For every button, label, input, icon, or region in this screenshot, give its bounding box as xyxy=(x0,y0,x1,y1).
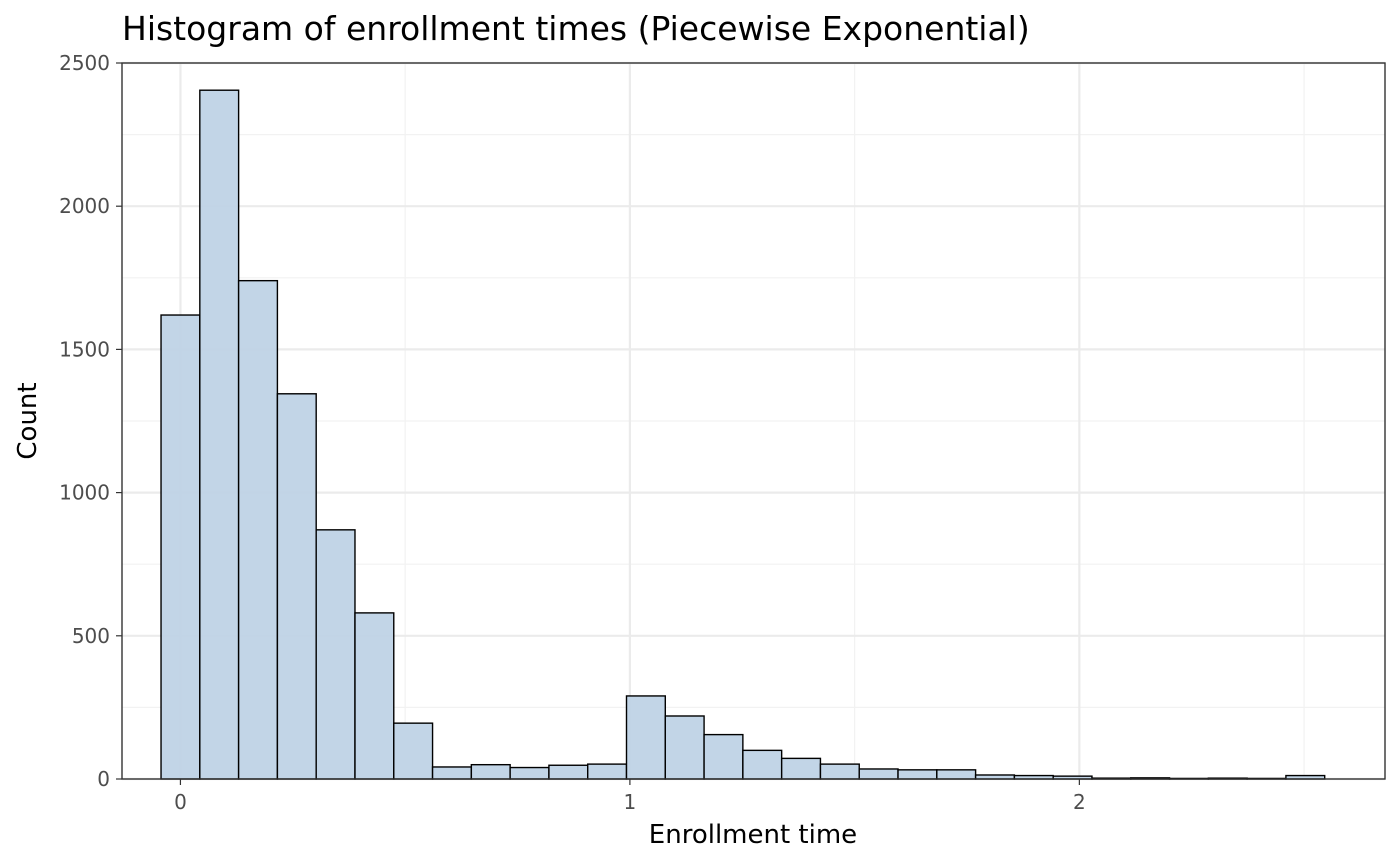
y-tick-label: 500 xyxy=(72,624,110,648)
histogram-bar xyxy=(509,766,550,780)
histogram-bar xyxy=(393,722,434,780)
histogram-bar xyxy=(703,733,744,780)
y-tick-label: 1500 xyxy=(59,337,110,361)
histogram-bar xyxy=(354,612,395,780)
histogram-bar xyxy=(742,749,783,780)
x-tick-label: 2 xyxy=(1073,790,1086,814)
histogram-bar xyxy=(587,763,628,780)
axis-ticks: 0 500 1000 1500 2000 2500 0 1 2 xyxy=(59,51,1086,814)
y-tick-label: 2500 xyxy=(59,51,110,75)
histogram-bar xyxy=(936,769,977,780)
histogram-bar xyxy=(431,766,473,780)
y-axis-title: Count xyxy=(13,382,43,459)
histogram-bar xyxy=(470,763,511,780)
histogram-bar xyxy=(819,763,860,780)
histogram-bars xyxy=(160,89,1326,780)
histogram-bar xyxy=(780,757,822,780)
histogram-bar xyxy=(276,393,317,780)
y-tick-label: 0 xyxy=(97,767,110,791)
panel-border xyxy=(121,62,1386,780)
x-axis-title: Enrollment time xyxy=(649,820,857,850)
histogram-bar xyxy=(160,314,201,780)
histogram-bar xyxy=(664,715,705,780)
histogram-bar xyxy=(237,279,279,780)
histogram-bar xyxy=(315,529,356,780)
x-tick-label: 1 xyxy=(624,790,637,814)
chart-title: Histogram of enrollment times (Piecewise… xyxy=(122,9,1030,48)
x-tick-label: 0 xyxy=(174,790,187,814)
histogram-bar xyxy=(199,89,240,780)
histogram-bar xyxy=(897,769,938,780)
y-tick-label: 2000 xyxy=(59,194,110,218)
histogram-bar xyxy=(548,764,589,780)
histogram-bar xyxy=(625,695,666,780)
histogram-bar xyxy=(858,768,899,780)
y-tick-label: 1000 xyxy=(59,481,110,505)
